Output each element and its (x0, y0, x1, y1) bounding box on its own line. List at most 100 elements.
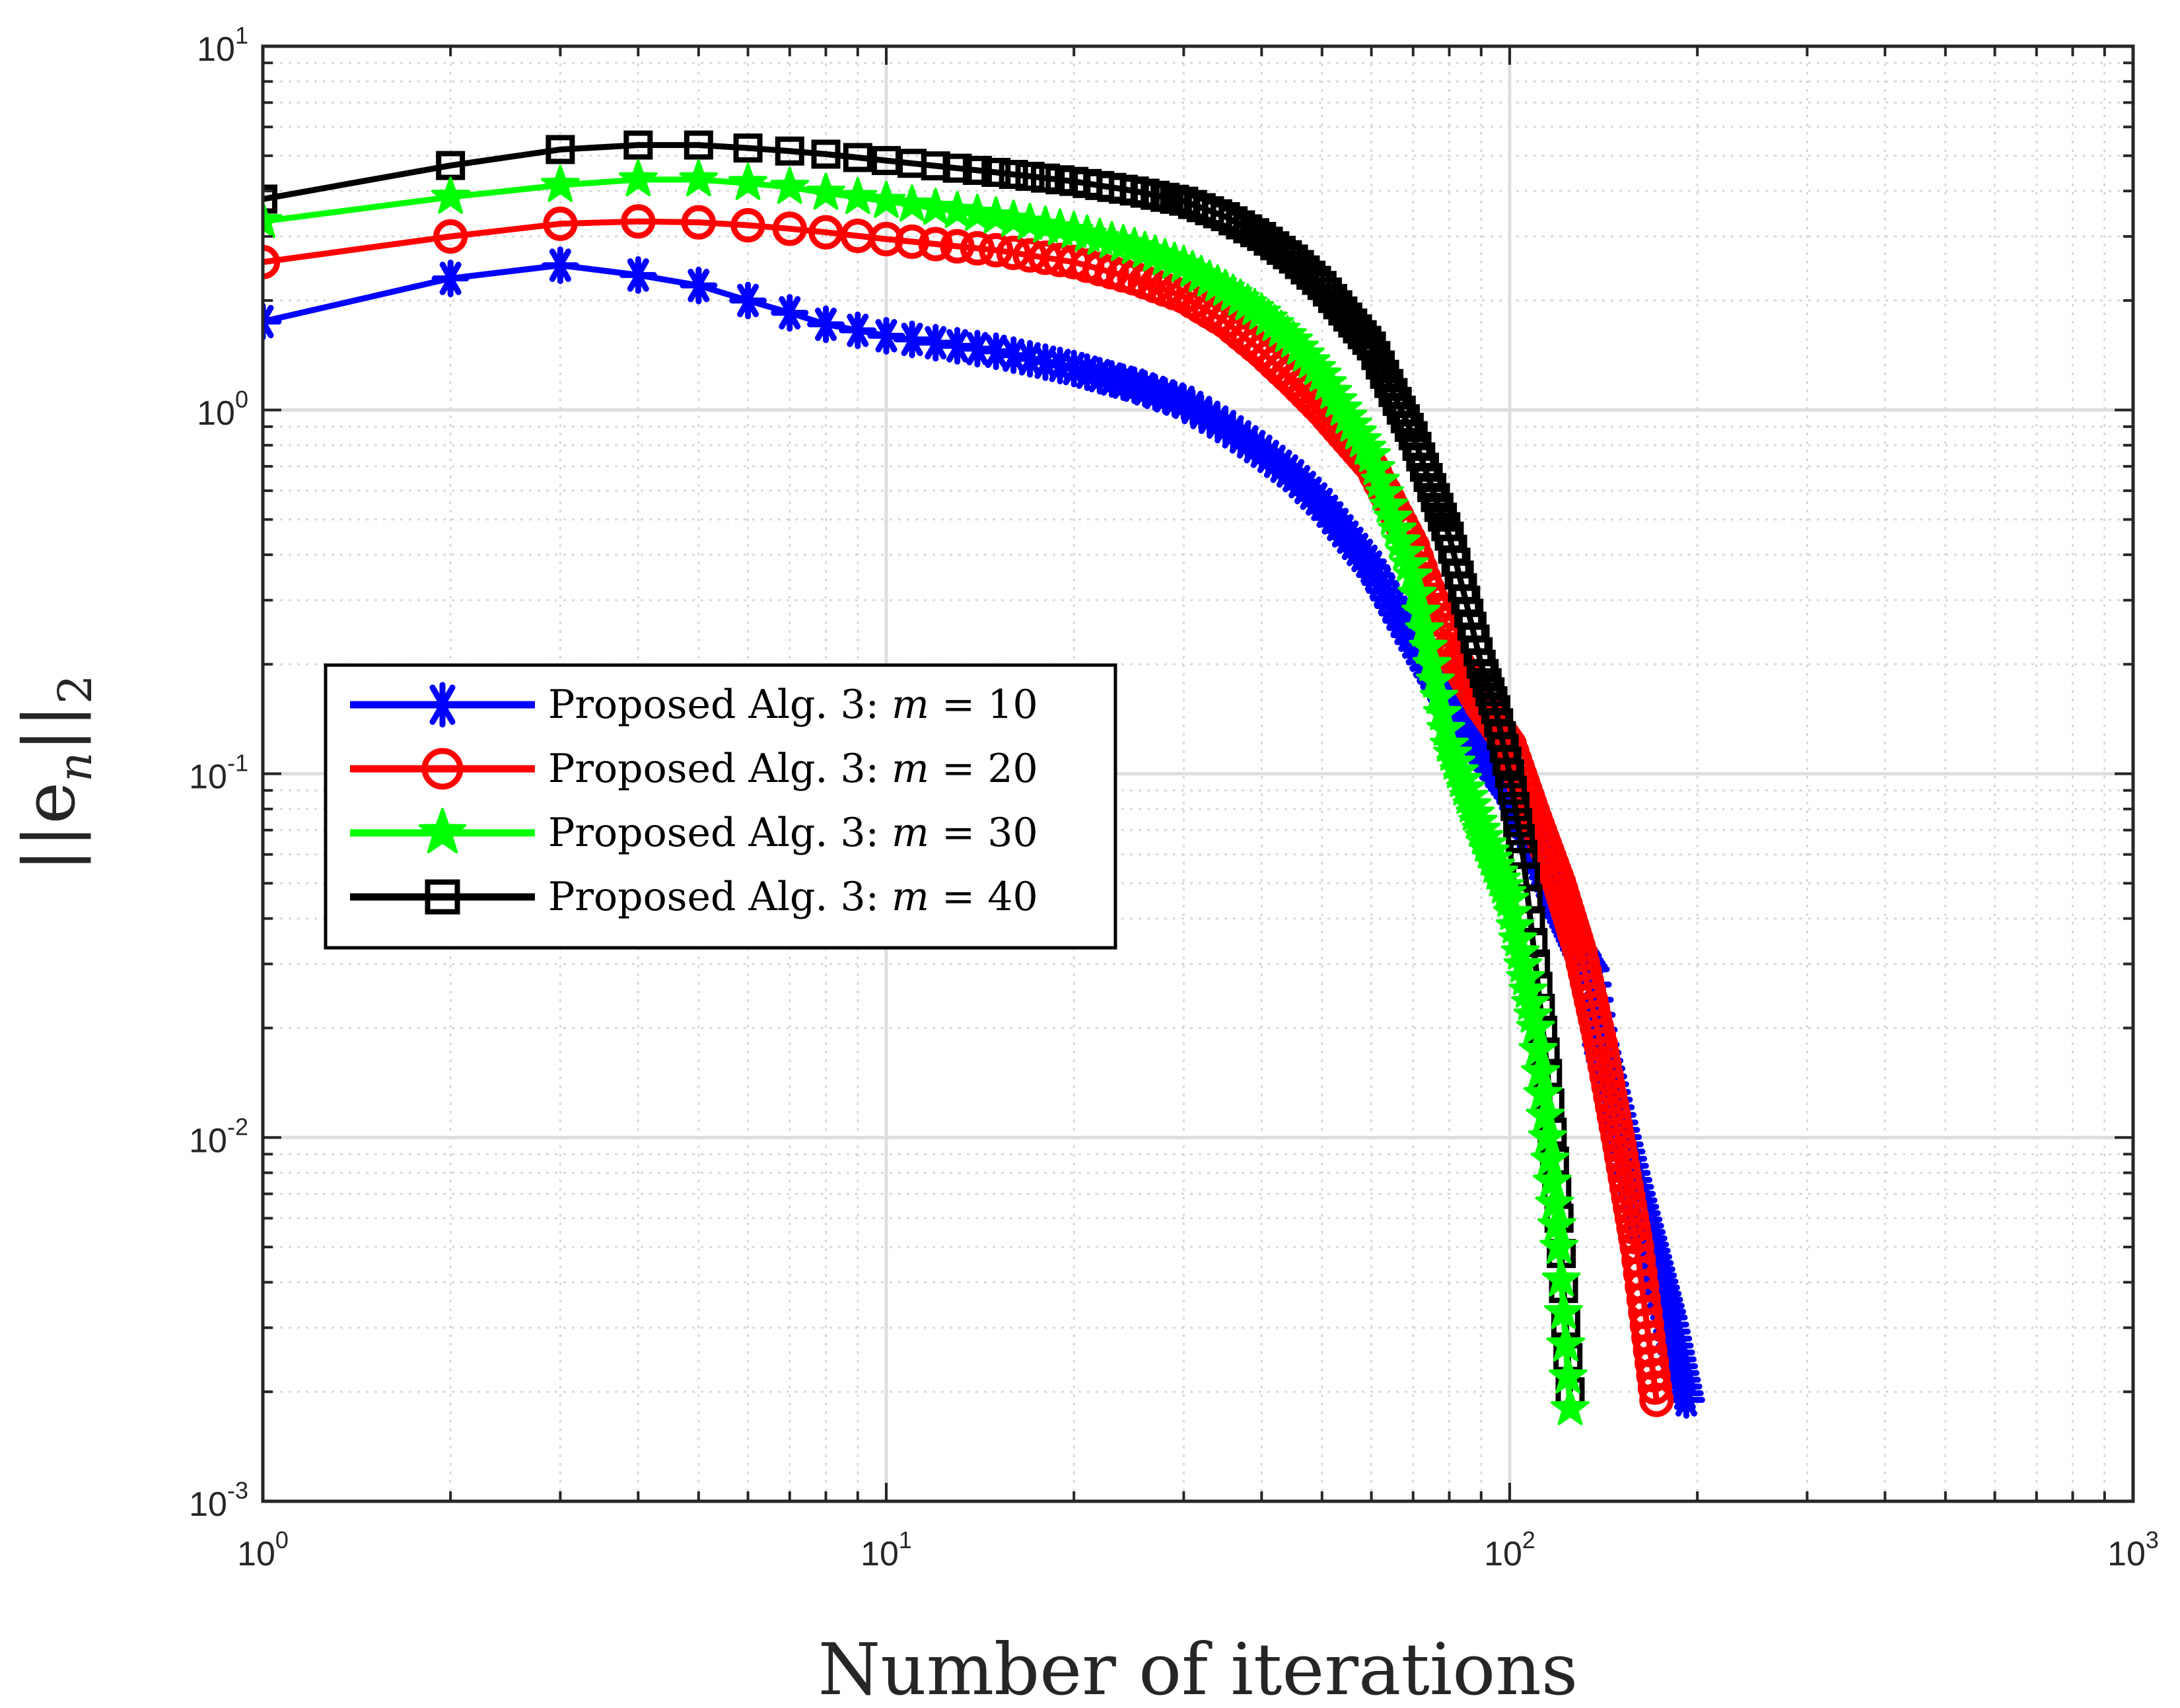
star-marker (1539, 1227, 1579, 1264)
asterisk-marker (1667, 1380, 1705, 1419)
legend-entry: Proposed Alg. 3: m = 20 (350, 746, 1038, 792)
y-axis-label: ||en||2 (9, 674, 102, 872)
square-marker (775, 136, 804, 166)
circle-marker (1635, 1345, 1670, 1380)
asterisk-marker (958, 330, 997, 368)
circle-marker (1633, 1333, 1668, 1368)
asterisk-marker (917, 324, 955, 362)
square-marker (1030, 163, 1060, 193)
square-marker (981, 157, 1011, 187)
series-layer (263, 130, 1705, 1425)
square-marker (1472, 668, 1502, 697)
x-tick-label: 102 (1484, 1526, 1535, 1573)
asterisk-marker (729, 281, 767, 320)
legend-label: Proposed Alg. 3: m = 40 (548, 874, 1038, 920)
asterisk-marker (541, 246, 579, 285)
x-tick-label: 101 (861, 1526, 912, 1573)
circle-marker (772, 211, 807, 246)
asterisk-marker (619, 256, 657, 294)
series-30-group (263, 159, 1590, 1425)
square-marker (1370, 359, 1399, 389)
y-tick-label: 10-1 (189, 750, 248, 797)
asterisk-marker (807, 305, 845, 343)
star-marker (1544, 1292, 1583, 1330)
star-marker (1541, 1259, 1581, 1297)
square-marker (999, 160, 1028, 190)
star-marker (770, 166, 810, 204)
square-marker (1500, 792, 1530, 822)
circle-marker (543, 206, 578, 241)
asterisk-marker (771, 294, 809, 332)
square-marker (1390, 404, 1420, 434)
square-marker (1498, 775, 1528, 805)
x-tick-labels: 100 101 102 103 (237, 1526, 2159, 1573)
asterisk-marker (893, 320, 931, 359)
square-marker (1015, 161, 1045, 191)
asterisk-marker (680, 266, 718, 304)
star-marker (431, 176, 470, 214)
circle-marker (621, 204, 656, 239)
star-marker (1548, 1356, 1588, 1394)
circle-marker (730, 207, 765, 243)
legend-entry: Proposed Alg. 3: m = 40 (350, 874, 1038, 920)
square-marker (545, 135, 575, 164)
star-marker (866, 180, 906, 218)
x-tick-label: 103 (2107, 1526, 2159, 1573)
circle-marker (263, 244, 281, 279)
circle-marker (681, 205, 716, 240)
square-marker (811, 139, 841, 169)
square-marker (1394, 412, 1424, 442)
star-marker (916, 188, 956, 225)
legend-label: Proposed Alg. 3: m = 30 (548, 810, 1038, 856)
square-marker (1506, 824, 1535, 853)
asterisk-marker (431, 260, 470, 298)
circle-marker (433, 219, 468, 254)
asterisk-marker (839, 311, 877, 349)
legend-label: Proposed Alg. 3: m = 10 (548, 682, 1038, 728)
asterisk-marker (938, 327, 977, 365)
square-marker (1495, 759, 1524, 789)
star-marker (418, 808, 467, 854)
circle-marker (421, 748, 464, 790)
legend-label: Proposed Alg. 3: m = 20 (548, 746, 1038, 792)
star-marker (838, 176, 878, 214)
square-marker (1469, 658, 1499, 688)
square-marker (1374, 369, 1404, 398)
legend-entry: Proposed Alg. 3: m = 10 (350, 682, 1038, 728)
star-marker (263, 201, 283, 238)
star-marker (728, 162, 767, 200)
star-marker (679, 159, 719, 197)
x-tick-label: 100 (237, 1526, 289, 1573)
asterisk-marker (867, 316, 905, 355)
asterisk-marker (977, 332, 1015, 371)
square-marker (1475, 677, 1505, 707)
y-tick-label: 10-2 (189, 1113, 248, 1160)
circle-marker (1637, 1370, 1673, 1405)
square-marker (425, 879, 460, 915)
square-marker (962, 155, 992, 185)
star-marker (541, 164, 580, 202)
circle-marker (940, 229, 975, 264)
square-marker (623, 130, 653, 160)
asterisk-marker (263, 302, 282, 341)
asterisk-marker (995, 336, 1033, 374)
star-marker (806, 172, 845, 210)
legend: Proposed Alg. 3: m = 10 Proposed Alg. 3: … (324, 663, 1117, 950)
square-marker (684, 130, 713, 160)
y-tick-label: 100 (197, 386, 248, 433)
circle-marker (1639, 1382, 1674, 1417)
y-tick-labels: 10-3 10-2 10-1 100 101 (189, 22, 248, 1524)
square-marker (733, 133, 763, 163)
legend-entry: Proposed Alg. 3: m = 30 (350, 808, 1038, 856)
square-marker (1503, 808, 1533, 837)
star-marker (892, 184, 932, 222)
circle-marker (960, 231, 995, 266)
asterisk-marker (419, 682, 466, 728)
x-axis-label: Number of iterations (818, 1629, 1578, 1708)
circle-marker (996, 235, 1031, 270)
square-marker (843, 143, 872, 172)
circle-marker (979, 232, 1014, 267)
star-marker (619, 159, 658, 197)
star-marker (938, 191, 977, 229)
